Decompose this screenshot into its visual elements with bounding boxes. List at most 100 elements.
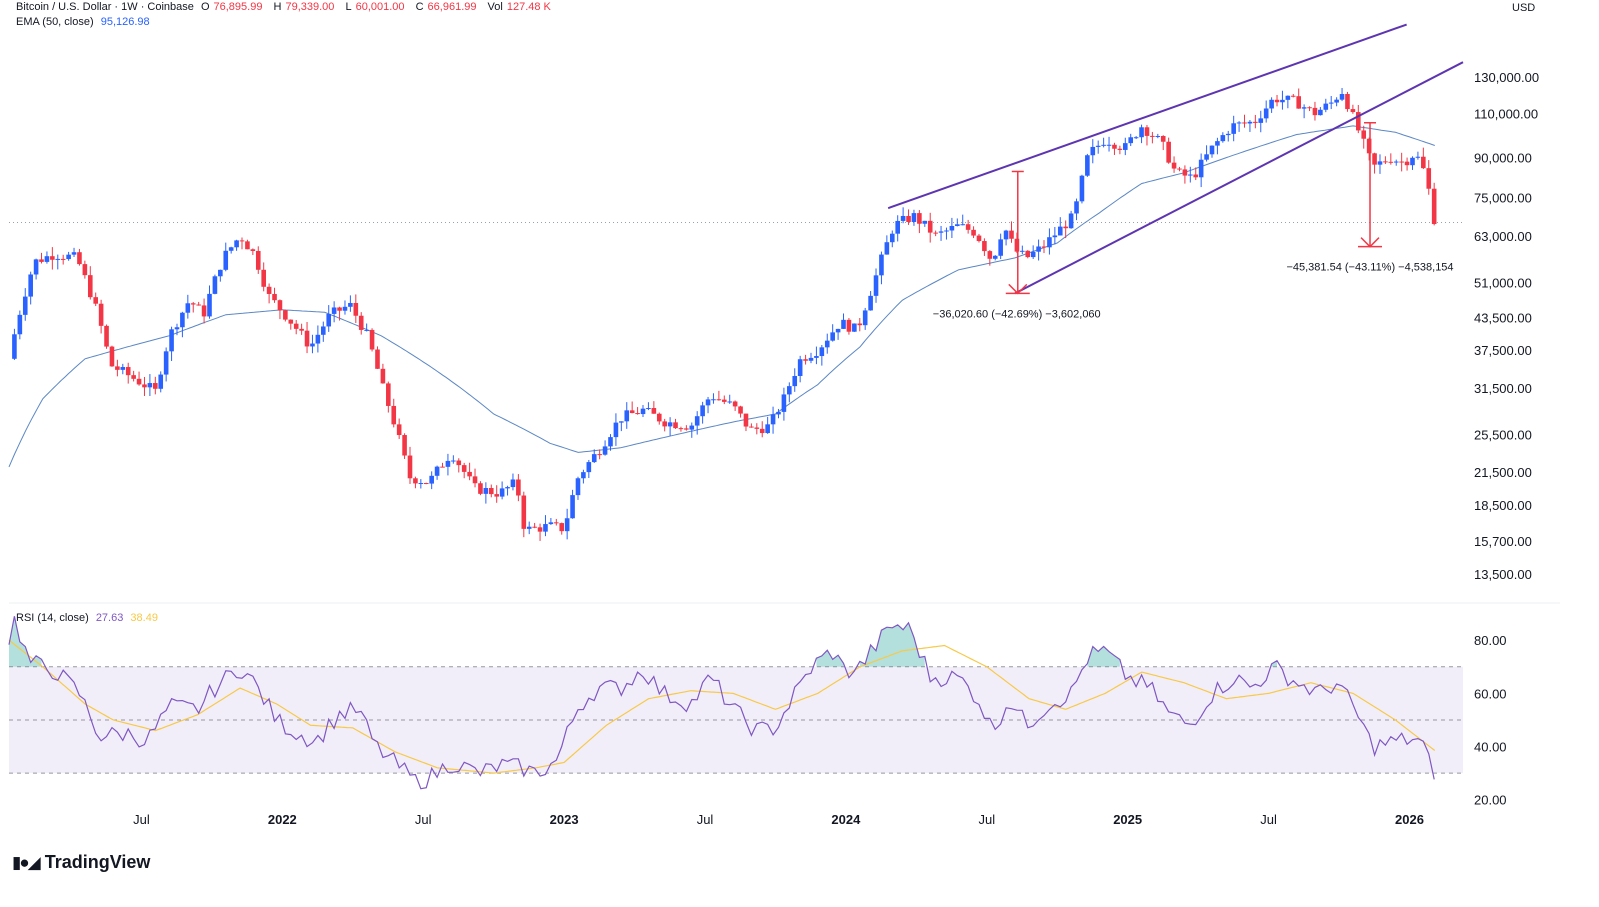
candle-body xyxy=(320,326,326,335)
candle-body xyxy=(104,325,109,347)
candle-body xyxy=(212,276,218,294)
candle xyxy=(1003,229,1009,246)
candle xyxy=(255,246,261,274)
rsi-tick-label: 60.00 xyxy=(1474,686,1507,701)
brand-logo[interactable]: ▮●◢ TradingView xyxy=(12,852,150,873)
candle-body xyxy=(93,297,99,304)
candle-body xyxy=(1247,121,1253,124)
candle xyxy=(196,301,201,306)
candle xyxy=(613,413,619,446)
measure-layer: −36,020.60 (−42.69%) −3,602,060 −45,381.5… xyxy=(933,121,1454,320)
candle xyxy=(299,323,304,335)
candle xyxy=(66,251,71,261)
candle-body xyxy=(1334,99,1339,103)
candle-body xyxy=(982,241,987,252)
candle-body xyxy=(147,383,153,388)
candle-body xyxy=(1296,96,1301,109)
candle-body xyxy=(700,405,705,417)
candle-body xyxy=(1209,145,1215,155)
close-label: C xyxy=(415,1,424,13)
candle-body xyxy=(207,293,212,317)
rsi-overbought-fill xyxy=(9,616,42,667)
candle xyxy=(982,238,987,256)
candle xyxy=(678,426,684,432)
candle xyxy=(581,469,586,484)
candle xyxy=(358,312,364,335)
candle-body xyxy=(33,259,39,275)
candle-body xyxy=(120,367,126,370)
candle xyxy=(770,406,776,434)
candle xyxy=(1312,101,1318,121)
price-tick-label: 110,000.00 xyxy=(1474,107,1538,122)
candle-body xyxy=(797,359,803,376)
candle xyxy=(142,376,147,396)
candle-body xyxy=(348,302,353,307)
candle xyxy=(510,473,516,491)
candle xyxy=(488,484,494,498)
candle-body xyxy=(1122,143,1128,150)
candle-body xyxy=(1323,103,1329,110)
candle xyxy=(1301,104,1307,119)
candle-body xyxy=(564,518,570,532)
brand-name: TradingView xyxy=(44,852,151,872)
rsi-legend: RSI (14, close) 27.63 38.49 xyxy=(16,612,162,624)
candle-body xyxy=(906,215,911,222)
candle xyxy=(884,235,890,255)
candle-body xyxy=(66,254,71,260)
candle xyxy=(1280,90,1285,110)
candle xyxy=(1426,160,1432,195)
candle xyxy=(451,455,456,464)
candle xyxy=(716,390,722,401)
currency-label: USD xyxy=(1512,2,1535,14)
candle xyxy=(922,220,928,227)
candle xyxy=(98,299,104,334)
rsi-ma-value: 38.49 xyxy=(130,612,158,624)
candle xyxy=(1421,147,1426,170)
candle xyxy=(456,458,462,473)
candle-body xyxy=(478,483,483,494)
candle-body xyxy=(218,269,223,277)
measure-label: −45,381.54 (−43.11%) −4,538,154 xyxy=(1286,262,1453,274)
candle-body xyxy=(635,413,640,415)
candle xyxy=(1263,100,1269,123)
candle-body xyxy=(662,421,667,427)
candle xyxy=(781,387,787,421)
candle-body xyxy=(87,275,93,298)
candle-body xyxy=(1290,95,1296,97)
candle-body xyxy=(158,374,164,389)
candle xyxy=(1290,93,1296,98)
candle xyxy=(835,328,841,340)
candle-body xyxy=(272,293,277,301)
candle xyxy=(293,319,299,335)
candle-body xyxy=(678,428,684,430)
candle xyxy=(1258,110,1264,133)
candle-body xyxy=(386,383,391,406)
candle-body xyxy=(407,455,413,479)
candle xyxy=(1041,240,1047,254)
candle xyxy=(917,210,922,234)
candle-body xyxy=(1095,145,1101,147)
candle xyxy=(1328,95,1334,110)
candle xyxy=(711,393,716,404)
candle-body xyxy=(445,460,451,467)
candle-body xyxy=(467,471,472,477)
candle-body xyxy=(1377,161,1383,165)
candle-body xyxy=(310,343,315,347)
candle-body xyxy=(960,224,966,226)
candle-body xyxy=(900,215,906,221)
candle xyxy=(386,381,391,413)
candle-body xyxy=(1410,157,1415,166)
price-tick-label: 31,500.00 xyxy=(1474,381,1532,396)
candle xyxy=(1144,125,1150,146)
candle-body xyxy=(992,255,998,259)
candle xyxy=(1047,228,1052,255)
candle xyxy=(889,230,895,248)
candle xyxy=(1057,217,1063,236)
time-tick-label: 2025 xyxy=(1113,812,1142,827)
price-tick-label: 51,000.00 xyxy=(1474,275,1532,290)
candle xyxy=(1166,137,1171,164)
candle xyxy=(1231,115,1236,142)
candle xyxy=(180,311,185,338)
candle-body xyxy=(461,465,467,472)
